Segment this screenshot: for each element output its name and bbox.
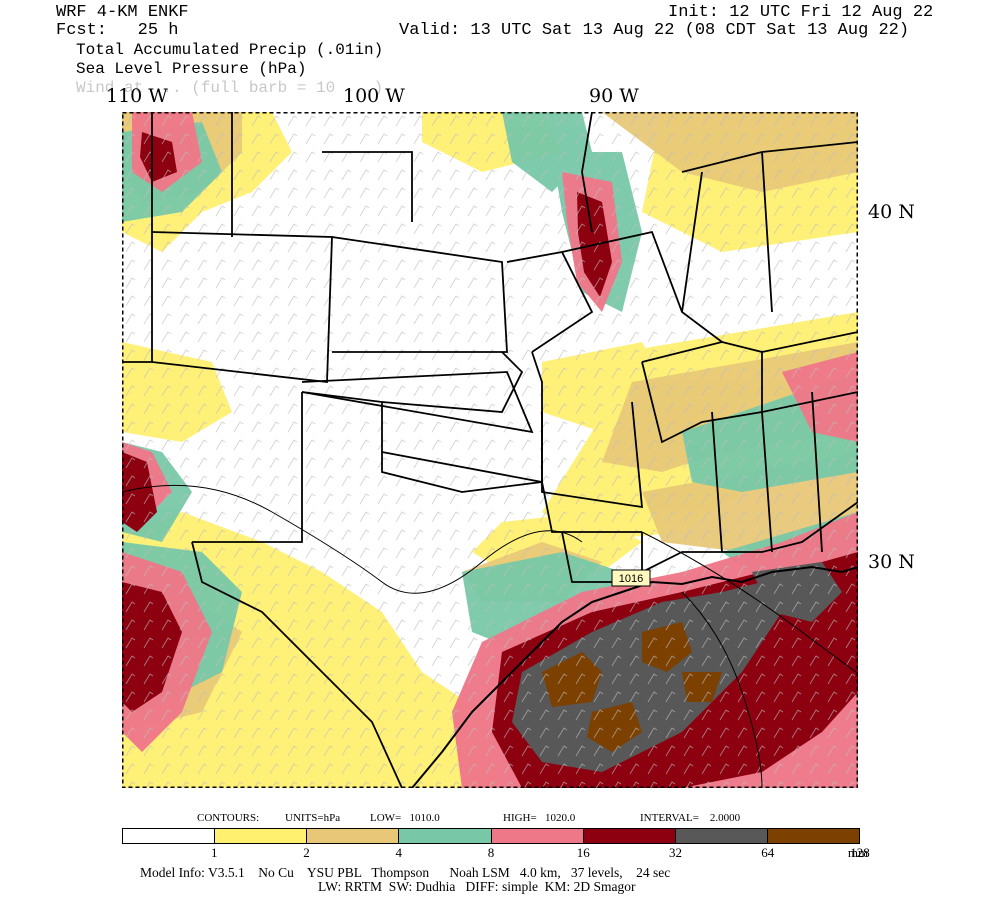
colorbar-unit: mm (847, 845, 869, 860)
colorbar-tick-label: 32 (669, 845, 682, 860)
precip-map: 1016 (122, 112, 858, 788)
colorbar-tick-label: 16 (576, 845, 590, 860)
field-precip: Total Accumulated Precip (.01in) (76, 41, 384, 59)
colorbar-segment (767, 829, 859, 843)
contours-interval: INTERVAL= 2.0000 (640, 812, 741, 824)
wind-barbs (122, 112, 858, 788)
colorbar-segment (307, 829, 400, 843)
colorbar-segment (399, 829, 492, 843)
map-frame (122, 112, 858, 788)
colorbar-segment (215, 829, 308, 843)
colorbar-tick-label: 8 (487, 845, 495, 860)
contours-high: HIGH= 1020.0 (503, 812, 576, 824)
lon-label-90w: 90 W (589, 85, 639, 107)
model-info: Model Info: V3.5.1 No Cu YSU PBL Thompso… (140, 865, 671, 880)
colorbar-tick-label: 64 (761, 845, 775, 860)
lon-label-110w: 110 W (106, 85, 168, 107)
gulf-coastline (411, 565, 858, 788)
pressure-label-text: 1016 (619, 573, 643, 585)
colorbar-tick-label: 128 (850, 845, 870, 860)
colorbar-tick-label: 1 (211, 845, 218, 860)
colorbar-segment (491, 829, 584, 843)
colorbar-tick-label: 4 (395, 845, 403, 860)
pressure-contours (122, 484, 858, 788)
lon-label-100w: 100 W (343, 85, 405, 107)
init-time: Init: 12 UTC Fri 12 Aug 22 (668, 3, 934, 22)
colorbar-segment (123, 829, 216, 843)
colorbar-tick-label: 2 (303, 845, 310, 860)
model-title: WRF 4-KM ENKF (56, 3, 189, 22)
field-wind: Wind at ... (full barb = 10 ...) (76, 79, 384, 97)
lat-label-30n: 30 N (868, 551, 915, 573)
pressure-label: 1016 (611, 569, 651, 587)
contours-units: UNITS=hPa (285, 812, 341, 824)
forecast-hour: Fcst: 25 h (56, 21, 179, 40)
colorbar-segment (675, 829, 768, 843)
lat-label-40n: 40 N (868, 201, 915, 223)
valid-time: Valid: 13 UTC Sat 13 Aug 22 (08 CDT Sat … (399, 21, 910, 40)
state-borders (122, 112, 858, 788)
physics-info: LW: RRTM SW: Dudhia DIFF: simple KM: 2D … (318, 879, 636, 894)
colorbar-segment (583, 829, 676, 843)
field-slp: Sea Level Pressure (hPa) (76, 60, 307, 78)
contours-label: CONTOURS: (197, 812, 260, 824)
precip-colorbar (122, 828, 860, 844)
contours-low: LOW= 1010.0 (370, 812, 440, 824)
